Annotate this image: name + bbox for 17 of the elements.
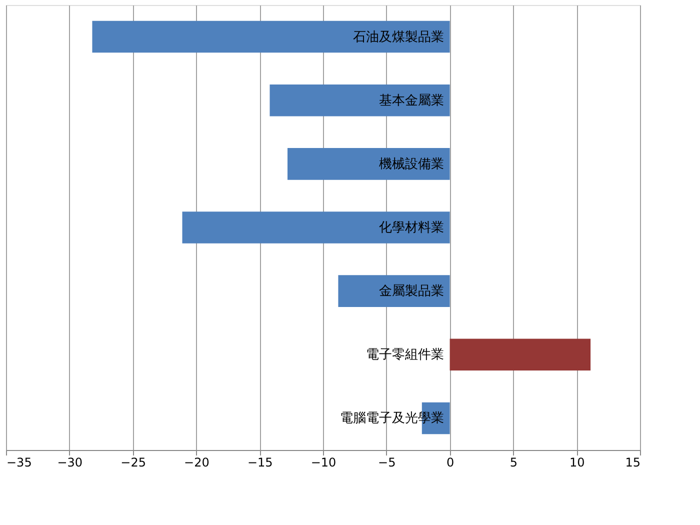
- y-tick-label: 石油及煤製品業: [352, 30, 444, 45]
- x-tick-label: 5: [510, 456, 518, 470]
- x-tick-label: −5: [378, 456, 396, 470]
- x-tick-label: 15: [625, 456, 640, 470]
- y-tick-label: 金屬製品業: [378, 284, 444, 300]
- x-tick-label: −35: [6, 456, 32, 470]
- x-tick-label: 10: [569, 456, 585, 470]
- x-tick-label: 0: [446, 456, 454, 470]
- x-tick-label: −20: [184, 456, 210, 470]
- y-tick-label: 電子零組件業: [366, 348, 444, 363]
- x-tick-label: −10: [310, 456, 336, 470]
- y-tick-label: 基本金屬業: [378, 93, 444, 108]
- x-tick-label: −30: [57, 456, 83, 470]
- x-tick-label: −15: [247, 456, 273, 470]
- y-tick-label: 機械設備業: [378, 156, 444, 172]
- y-tick-label: 化學材料業: [378, 220, 444, 236]
- x-tick-label: −25: [120, 456, 146, 470]
